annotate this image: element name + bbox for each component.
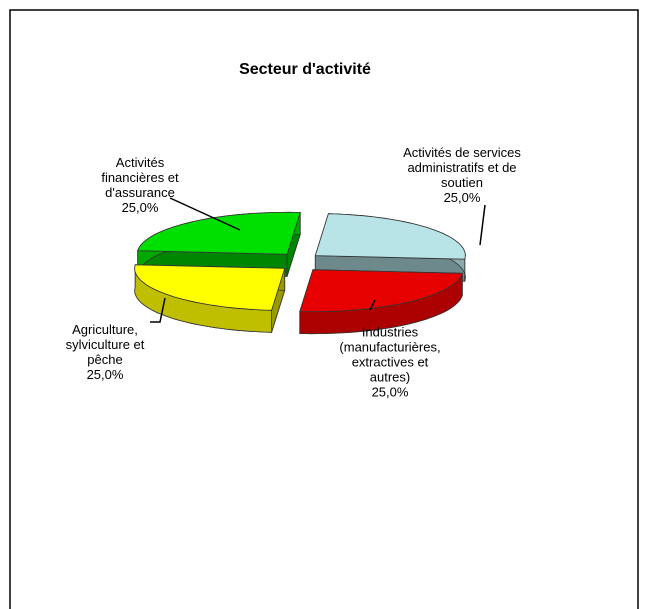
- value-label: 25,0%: [371, 384, 409, 400]
- chart-title: Secteur d'activité: [239, 61, 371, 78]
- leader-line: [169, 197, 241, 231]
- category-label: Agriculture, sylviculture et pêche: [65, 322, 145, 367]
- leader-line: [369, 299, 376, 311]
- category-label: Industries (manufacturières, extractives…: [339, 324, 441, 385]
- value-label: 25,0%: [121, 200, 159, 215]
- category-label: Activités de services administratifs et …: [403, 145, 521, 190]
- slice-top: [134, 264, 286, 311]
- value-label: 25,0%: [443, 190, 481, 205]
- slice-top: [137, 211, 301, 255]
- data-label: Activités financières et d'assurance 25,0…: [85, 155, 195, 215]
- slice: [299, 269, 463, 335]
- frame: [9, 9, 639, 609]
- value-label: 25,0%: [86, 367, 124, 382]
- leader-line: [479, 204, 486, 246]
- pie: [134, 211, 466, 335]
- slice-top: [299, 269, 463, 313]
- slice: [134, 264, 286, 333]
- slice-top: [314, 213, 466, 260]
- category-label: Activités financières et d'assurance: [101, 155, 179, 200]
- data-label: Industries (manufacturières, extractives…: [330, 325, 450, 400]
- data-label: Agriculture, sylviculture et pêche 25,0%: [50, 322, 160, 382]
- leader-line: [150, 297, 166, 323]
- data-label: Activités de services administratifs et …: [397, 145, 527, 205]
